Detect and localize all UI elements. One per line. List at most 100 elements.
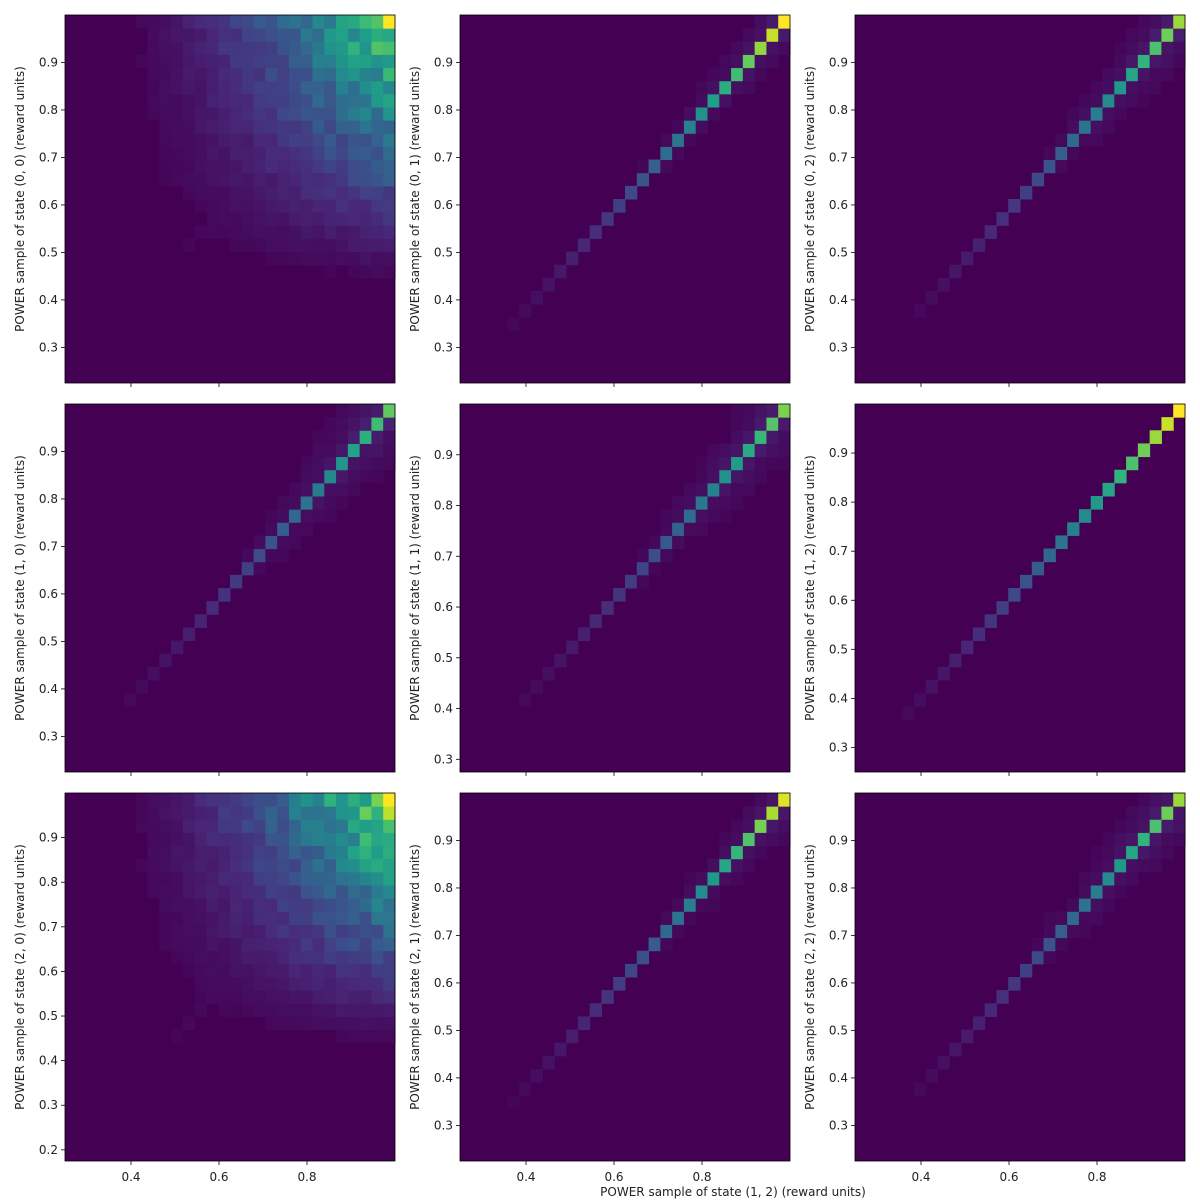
heatmap-cell <box>324 133 337 147</box>
heatmap-cell <box>683 911 697 925</box>
heatmap-cell <box>324 885 337 899</box>
heatmap-cell <box>672 120 685 134</box>
heatmap-cell <box>194 120 207 134</box>
heatmap-cell <box>300 937 313 952</box>
heatmap-cell <box>636 950 650 965</box>
heatmap-cell <box>288 120 302 134</box>
plot-frame <box>64 792 396 1162</box>
heatmap-cell <box>159 159 172 174</box>
heatmap-cell <box>371 80 384 95</box>
heatmap-cell <box>359 28 372 42</box>
heatmap-cell <box>613 588 626 602</box>
heatmap-cell <box>194 54 207 69</box>
heatmap-cell <box>230 937 243 952</box>
heatmap-cell <box>1067 522 1080 536</box>
heatmap-cell <box>336 898 349 912</box>
heatmap-cell <box>359 1016 372 1031</box>
heatmap-cell <box>312 15 325 29</box>
heatmap-cell <box>336 404 349 418</box>
heatmap-cell <box>253 950 266 965</box>
heatmap-cell <box>312 924 325 939</box>
heatmap-cell <box>182 937 196 952</box>
heatmap-cell <box>577 627 591 642</box>
y-tick-label: 0.3 <box>434 752 453 766</box>
heatmap-cell <box>1126 28 1139 42</box>
heatmap-cell <box>1161 819 1174 833</box>
heatmap-cell <box>159 120 172 134</box>
heatmap-cell <box>719 443 732 458</box>
heatmap-cell <box>230 80 243 95</box>
heatmap-cell <box>312 482 325 497</box>
heatmap-cell <box>324 456 337 471</box>
heatmap-cell <box>383 443 396 458</box>
heatmap-cell <box>253 67 266 82</box>
heatmap-cell <box>218 54 231 69</box>
heatmap-cell <box>1137 41 1151 55</box>
heatmap-cell <box>660 924 673 939</box>
heatmap-cell <box>359 937 372 952</box>
y-tick-label: 0.3 <box>829 740 848 754</box>
heatmap-cell <box>312 251 325 266</box>
heatmap-cell <box>300 41 313 55</box>
heatmap-cell <box>359 251 372 266</box>
heatmap-cell <box>359 469 372 484</box>
heatmap-cell <box>182 80 196 95</box>
heatmap-cell <box>288 80 302 95</box>
heatmap-cell <box>383 120 396 134</box>
y-tick-label: 0.8 <box>434 103 453 117</box>
heatmap-cell <box>507 317 520 331</box>
heatmap-cell <box>1090 496 1103 510</box>
heatmap-cell <box>218 146 231 161</box>
heatmap-cell <box>1173 54 1186 69</box>
heatmap-cell <box>135 793 148 807</box>
heatmap-cell <box>1161 845 1174 860</box>
heatmap-cell <box>182 885 196 899</box>
heatmap-cell <box>230 898 243 912</box>
heatmap-cell <box>731 871 744 886</box>
heatmap-cell <box>159 93 172 108</box>
heatmap-cell <box>288 806 302 820</box>
heatmap-cell <box>695 93 708 108</box>
heatmap-cell <box>324 496 337 510</box>
heatmap-cell <box>347 212 361 226</box>
heatmap-cell <box>288 41 302 55</box>
heatmap-cell <box>1055 937 1068 952</box>
heatmap-cell <box>171 107 184 121</box>
heatmap-cell <box>312 133 325 147</box>
heatmap-cell <box>336 832 349 847</box>
heatmap-cell <box>383 172 396 187</box>
heatmap-cell <box>159 819 172 833</box>
heatmap-cell <box>241 67 255 82</box>
heatmap-cell <box>324 937 337 952</box>
heatmap-cell <box>742 417 756 431</box>
heatmap-cell <box>182 159 196 174</box>
y-tick-label: 0.5 <box>829 1023 848 1037</box>
heatmap-cell <box>300 238 313 253</box>
heatmap-panel: 0.3 0.4 0.5 0.6 0.7 0.8 0.9 POWER sample of sta… <box>13 14 396 387</box>
y-tick-label: 0.9 <box>829 833 848 847</box>
heatmap-cell <box>577 1016 591 1031</box>
heatmap-cell <box>707 496 720 510</box>
heatmap-cell <box>265 898 278 912</box>
heatmap-cell <box>182 806 196 820</box>
heatmap-cell <box>383 146 396 161</box>
heatmap-cell <box>754 806 767 820</box>
heatmap-cell <box>253 793 266 807</box>
y-tick-label: 0.7 <box>39 920 58 934</box>
plot-frame <box>459 792 791 1162</box>
heatmap-cell <box>265 159 278 174</box>
heatmap-cell <box>159 832 172 847</box>
heatmap-cell <box>554 1042 567 1057</box>
heatmap-cell <box>347 937 361 952</box>
heatmap-cell <box>359 990 372 1004</box>
heatmap-cell <box>312 858 325 873</box>
heatmap-cell <box>1126 67 1139 82</box>
heatmap-cell <box>359 15 372 29</box>
heatmap-cell <box>1173 404 1186 418</box>
y-tick-label: 0.3 <box>829 340 848 354</box>
heatmap-cell <box>742 54 756 69</box>
heatmap-cell <box>731 430 744 444</box>
heatmap-cell <box>230 54 243 69</box>
heatmap-cell <box>253 225 266 239</box>
heatmap-cell <box>312 430 325 444</box>
